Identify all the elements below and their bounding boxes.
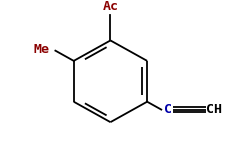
Text: C: C <box>163 103 171 116</box>
Text: Me: Me <box>34 43 50 56</box>
Text: Ac: Ac <box>102 0 118 13</box>
Text: CH: CH <box>205 103 221 116</box>
